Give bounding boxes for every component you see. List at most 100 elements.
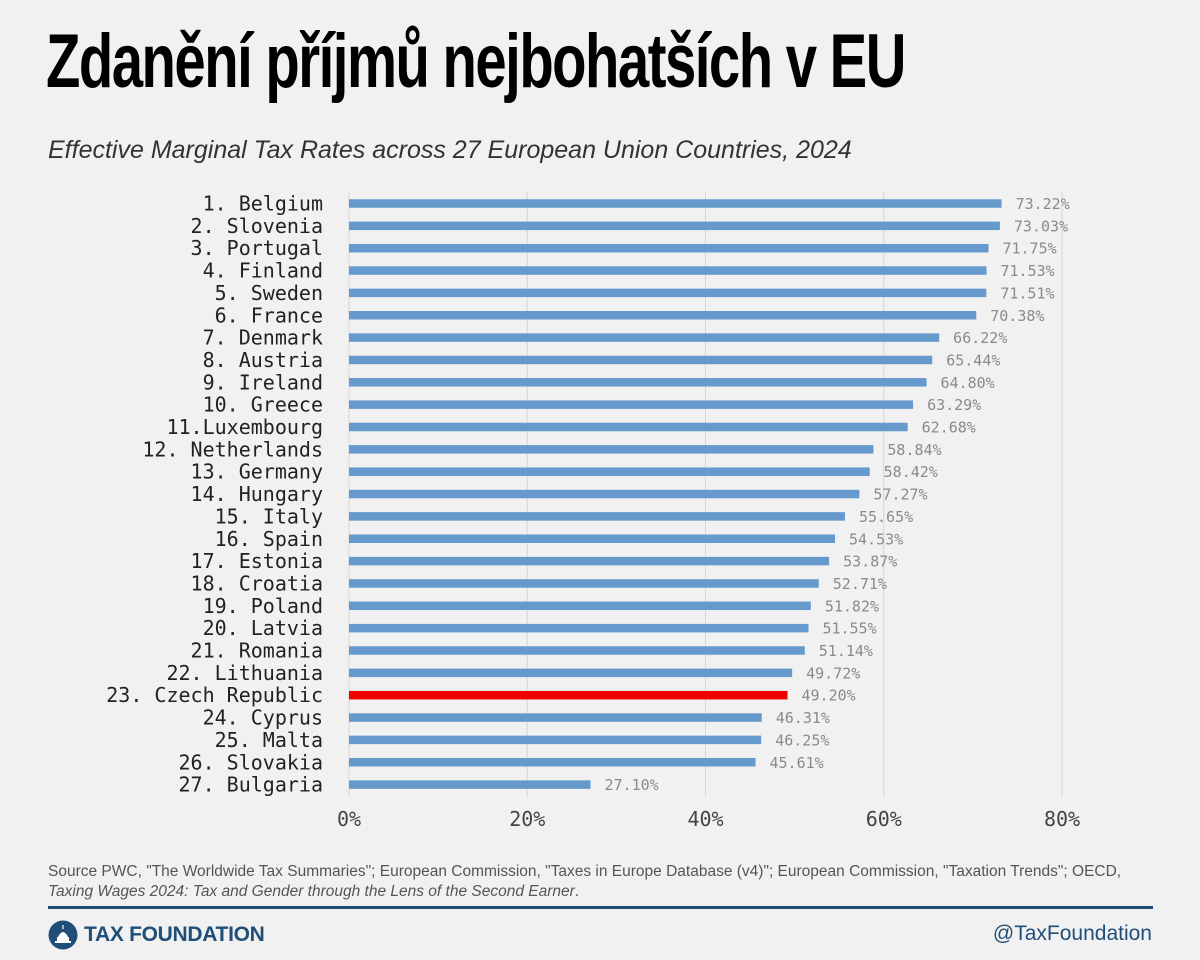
bar: [349, 400, 914, 409]
category-label: 22. Lithuania: [166, 661, 323, 685]
category-label: 9. Ireland: [203, 370, 323, 394]
bar: [349, 221, 1000, 231]
category-label: 16. Spain: [215, 527, 323, 551]
bar: [349, 646, 805, 655]
bar: [349, 735, 762, 745]
chart-subtitle: Effective Marginal Tax Rates across 27 E…: [48, 136, 852, 164]
category-label: 7. Denmark: [203, 326, 323, 350]
value-label: 52.71%: [833, 575, 887, 593]
category-label: 3. Portugal: [191, 236, 323, 260]
category-label: 12. Netherlands: [142, 437, 323, 461]
bar: [349, 713, 762, 722]
bar: [349, 422, 908, 432]
value-label: 73.03%: [1014, 217, 1068, 235]
bar: [349, 534, 835, 543]
category-label: 14. Hungary: [191, 482, 323, 506]
category-label: 2. Slovenia: [191, 214, 323, 238]
value-label: 49.72%: [806, 664, 860, 682]
x-axis-tick-labels: 0% 20% 40% 60% 80%: [337, 807, 1080, 831]
bar: [349, 489, 860, 499]
value-label: 65.44%: [946, 351, 1000, 369]
bar: [349, 311, 977, 320]
bar: [349, 668, 793, 678]
page-title: Zdanění příjmů nejbohatších v EU: [46, 19, 906, 104]
category-label: 23. Czech Republic: [106, 683, 323, 707]
category-label: 8. Austria: [203, 348, 323, 372]
value-label: 46.31%: [776, 709, 830, 727]
bar: [349, 445, 874, 454]
brand-name: TAX FOUNDATION: [84, 923, 265, 946]
value-label: 58.42%: [884, 463, 938, 481]
value-label: 57.27%: [873, 486, 927, 504]
footer-divider: [48, 906, 1153, 909]
value-label: 62.68%: [922, 419, 976, 437]
category-label: 4. Finland: [203, 259, 323, 283]
x-tick-label: 40%: [687, 807, 723, 831]
value-label: 63.29%: [927, 396, 981, 414]
category-label: 10. Greece: [203, 393, 323, 417]
x-tick-label: 80%: [1044, 807, 1080, 831]
value-label: 46.25%: [775, 731, 829, 749]
bar: [349, 355, 933, 365]
value-label: 70.38%: [990, 307, 1044, 325]
bar: [349, 467, 870, 476]
bar: [349, 378, 927, 387]
bar: [349, 333, 940, 342]
category-label: 17. Estonia: [191, 549, 323, 573]
source-end: .: [574, 883, 580, 900]
category-label: 21. Romania: [191, 639, 323, 663]
bar: [349, 623, 809, 633]
category-label: 6. France: [215, 303, 323, 327]
value-labels: 73.22% 73.03% 71.75% 71.53% 71.51% 70.38% 66.2…: [605, 195, 1070, 794]
x-tick-label: 20%: [509, 807, 545, 831]
x-tick-label: 0%: [337, 807, 361, 831]
category-label: 18. Croatia: [191, 571, 323, 595]
bar: [349, 288, 987, 298]
category-label: 25. Malta: [215, 728, 323, 752]
category-label: 13. Germany: [191, 460, 323, 484]
bar: [349, 579, 819, 588]
bar: [349, 243, 989, 253]
bar: [349, 556, 830, 566]
tax-foundation-logo: TAX FOUNDATION: [48, 918, 265, 952]
value-label: 51.14%: [819, 642, 873, 660]
category-label: 15. Italy: [215, 504, 323, 528]
value-label: 55.65%: [859, 508, 913, 526]
bar: [349, 512, 845, 521]
category-label: 5. Sweden: [215, 281, 323, 305]
bar: [349, 758, 756, 767]
value-label: 73.22%: [1016, 195, 1070, 213]
bar: [349, 601, 811, 611]
value-label: 45.61%: [769, 754, 823, 772]
category-label: 27. Bulgaria: [179, 773, 324, 797]
value-label: 51.82%: [825, 597, 879, 615]
bars: [349, 199, 1002, 789]
value-label: 49.20%: [801, 687, 855, 705]
bar: [349, 780, 591, 789]
capitol-dome-icon: [48, 920, 78, 950]
category-label: 24. Cyprus: [203, 706, 323, 730]
value-label: 71.53%: [1001, 262, 1055, 280]
category-label: 1. Belgium: [203, 192, 323, 216]
value-label: 58.84%: [887, 441, 941, 459]
bar: [349, 199, 1002, 208]
value-label: 51.55%: [822, 620, 876, 638]
value-label: 71.75%: [1002, 240, 1056, 258]
source-text: Source PWC, "The Worldwide Tax Summaries…: [48, 863, 1122, 880]
source-italic-title: Taxing Wages 2024: Tax and Gender throug…: [48, 883, 575, 900]
value-label: 53.87%: [843, 553, 897, 571]
source-note: Source PWC, "The Worldwide Tax Summaries…: [48, 862, 1158, 902]
value-label: 71.51%: [1000, 284, 1054, 302]
value-label: 64.80%: [941, 374, 995, 392]
value-label: 27.10%: [605, 776, 659, 794]
value-label: 54.53%: [849, 530, 903, 548]
twitter-handle[interactable]: @TaxFoundation: [992, 922, 1152, 945]
category-label: 11.Luxembourg: [166, 415, 323, 439]
category-label: 26. Slovakia: [179, 750, 324, 774]
value-label: 66.22%: [953, 329, 1007, 347]
bar: [349, 690, 788, 700]
category-label: 19. Poland: [203, 594, 323, 618]
category-label: 20. Latvia: [203, 616, 323, 640]
